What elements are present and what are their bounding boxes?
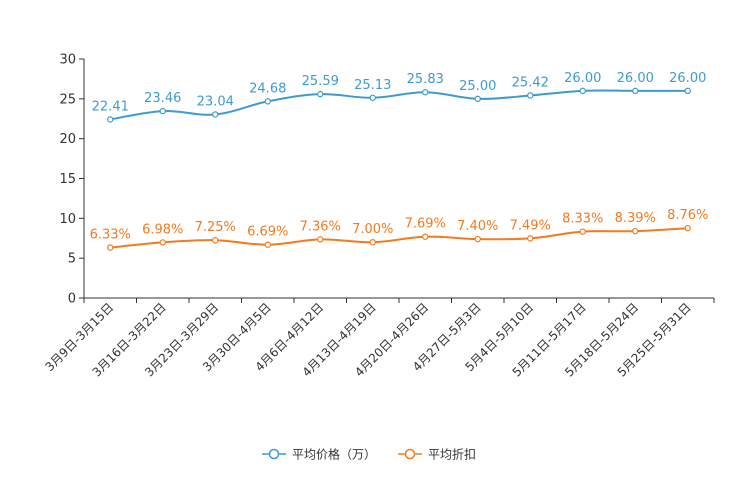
data-label: 25.83	[407, 72, 444, 87]
data-label: 7.00%	[352, 222, 393, 237]
data-point	[159, 107, 166, 115]
data-point	[527, 235, 534, 242]
data-label: 26.00	[564, 71, 601, 86]
data-label: 22.41	[92, 99, 129, 114]
data-label: 8.39%	[615, 211, 656, 226]
legend-label[interactable]: 平均价格（万）	[292, 447, 376, 462]
data-point	[369, 239, 376, 246]
data-label: 24.68	[249, 81, 286, 96]
data-label: 25.42	[512, 75, 549, 90]
data-point	[422, 89, 429, 96]
data-point	[684, 225, 691, 232]
data-point	[212, 111, 219, 118]
data-label: 6.98%	[142, 222, 183, 237]
y-tick-label: 5	[68, 252, 76, 267]
data-point	[159, 239, 166, 246]
data-point	[579, 228, 586, 235]
data-point	[474, 235, 481, 243]
data-label: 8.33%	[562, 212, 603, 227]
data-point	[264, 241, 271, 248]
data-label: 26.00	[617, 71, 654, 86]
series-line-2	[110, 227, 688, 249]
data-label: 23.46	[144, 91, 181, 106]
data-point	[527, 92, 534, 99]
y-tick-label: 20	[59, 132, 76, 147]
y-tick-label: 10	[59, 212, 76, 227]
series-line-1	[110, 89, 688, 121]
legend-label[interactable]: 平均折扣	[428, 447, 476, 462]
data-label: 7.69%	[405, 217, 446, 232]
data-point	[317, 90, 324, 98]
data-point	[317, 236, 324, 243]
y-tick-label: 0	[68, 292, 76, 307]
data-point	[632, 87, 639, 95]
data-point	[107, 116, 114, 123]
data-point	[264, 98, 271, 105]
legend-swatch-marker	[404, 448, 416, 460]
data-label: 6.69%	[247, 225, 288, 240]
legend-swatch-marker	[268, 448, 280, 460]
y-tick-label: 15	[59, 172, 76, 187]
data-point	[684, 87, 691, 95]
data-label: 7.36%	[300, 219, 341, 234]
data-label: 25.59	[302, 74, 339, 89]
data-point	[474, 95, 481, 103]
data-label: 7.49%	[510, 218, 551, 233]
data-label: 25.00	[459, 79, 496, 94]
data-point	[107, 244, 114, 251]
data-label: 7.40%	[457, 219, 498, 234]
data-label: 23.04	[197, 94, 234, 109]
data-point	[632, 227, 639, 235]
y-tick-label: 30	[59, 53, 76, 68]
data-label: 26.00	[669, 71, 706, 86]
y-tick-label: 25	[59, 92, 76, 107]
data-label: 6.33%	[90, 228, 131, 243]
data-label: 8.76%	[667, 208, 708, 223]
data-point	[579, 87, 586, 95]
data-point	[422, 233, 429, 240]
data-label: 25.13	[354, 78, 391, 93]
data-point	[212, 237, 219, 244]
data-label: 7.25%	[195, 220, 236, 235]
data-point	[369, 94, 376, 101]
